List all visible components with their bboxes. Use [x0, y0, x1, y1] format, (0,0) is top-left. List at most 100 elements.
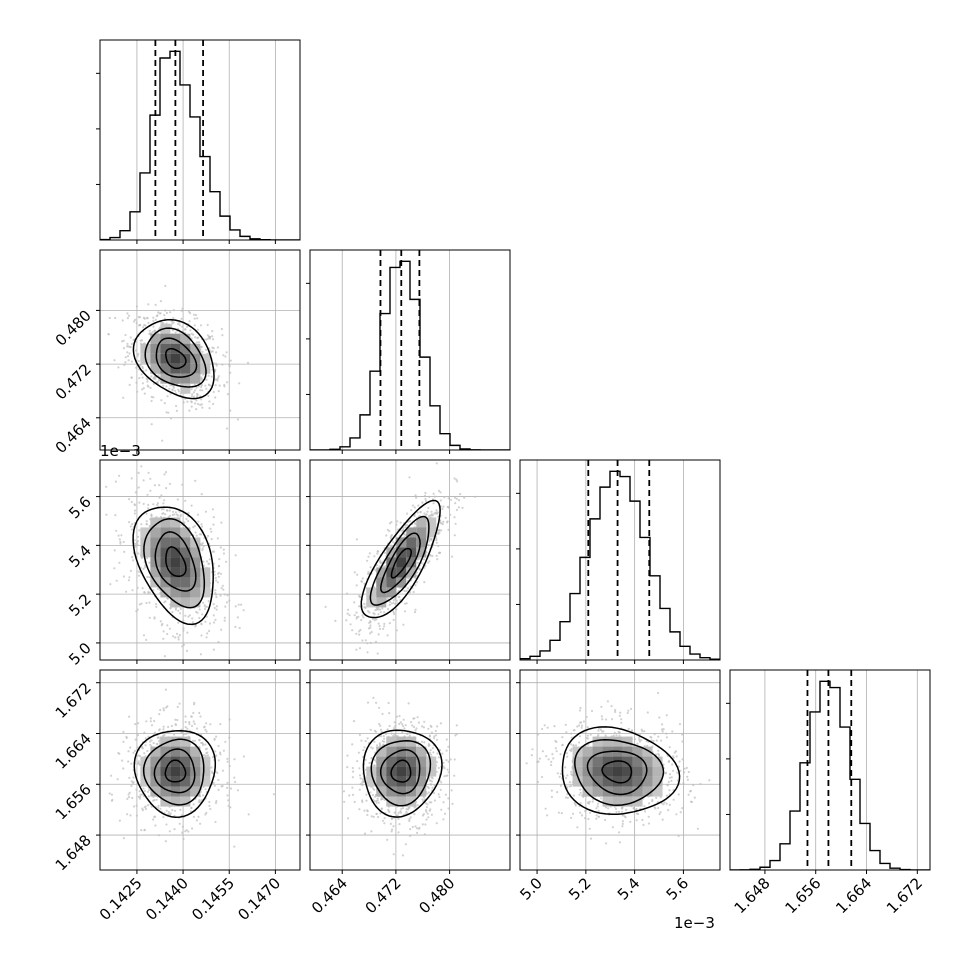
scatter-point [394, 597, 397, 600]
scatter-point [197, 815, 200, 818]
scatter-point [207, 562, 210, 565]
scatter-point [424, 499, 428, 502]
scatter-point [154, 378, 157, 381]
scatter-point [455, 478, 458, 481]
scatter-point [357, 751, 360, 754]
scatter-point [149, 720, 152, 723]
scatter-point [136, 734, 140, 737]
scatter-point [195, 386, 198, 389]
scatter-point [131, 796, 134, 800]
scatter-point [215, 608, 218, 611]
scatter-point [386, 528, 389, 532]
scatter-point [401, 723, 404, 726]
scatter-point [126, 342, 129, 345]
scatter-point [138, 754, 141, 758]
scatter-point [430, 513, 433, 516]
scatter-point [443, 775, 446, 778]
scatter-point [355, 617, 358, 620]
density-cell [170, 537, 181, 548]
scatter-point [214, 801, 218, 805]
scatter-point [188, 320, 191, 323]
scatter-point [147, 321, 150, 324]
scatter-point [353, 614, 356, 617]
scatter-point [388, 622, 391, 625]
scatter-point [201, 389, 204, 392]
y-tick-label: 1.664 [52, 730, 95, 773]
scatter-point [399, 810, 402, 813]
density-cell [366, 776, 377, 787]
scatter-point [177, 388, 180, 391]
scatter-point [192, 711, 195, 715]
scatter-point [400, 807, 403, 811]
scatter-point [375, 701, 378, 704]
scatter-point [589, 837, 593, 840]
scatter-point [427, 561, 430, 564]
scatter-point [389, 536, 392, 539]
scatter-point [394, 602, 397, 606]
scatter-point [377, 613, 380, 616]
scatter-point [395, 715, 398, 718]
scatter-point [218, 558, 221, 561]
contour-line [165, 546, 187, 577]
scatter-point [441, 507, 444, 510]
scatter-point [435, 462, 438, 465]
contour-line [155, 337, 198, 378]
scatter-point [189, 329, 192, 332]
scatter-point [223, 385, 226, 388]
scatter-point [215, 800, 218, 803]
scatter-point [229, 359, 232, 362]
scatter-point [136, 390, 139, 393]
scatter-point [144, 737, 147, 740]
scatter-point [238, 382, 241, 385]
scatter-point [215, 754, 218, 757]
density-cell [180, 736, 191, 747]
scatter-point [142, 387, 145, 390]
scatter-point [152, 319, 155, 322]
scatter-point [134, 738, 137, 741]
scatter-point [370, 830, 373, 833]
scatter-point [436, 752, 439, 755]
panel-2-2 [516, 459, 721, 664]
scatter-point [388, 724, 391, 728]
density-cell [416, 756, 427, 767]
scatter-point [389, 600, 392, 604]
scatter-point [432, 751, 435, 754]
scatter-point [415, 827, 419, 830]
scatter-point [201, 406, 204, 409]
scatter-point [405, 602, 408, 605]
scatter-point [156, 502, 159, 505]
scatter-point [383, 737, 386, 740]
density-cell [160, 353, 171, 364]
scatter-point [334, 619, 337, 623]
scatter-point [389, 545, 392, 548]
scatter-point [128, 715, 131, 718]
scatter-point [145, 638, 148, 642]
scatter-point [185, 517, 188, 521]
density-cell [170, 746, 181, 757]
scatter-point [214, 618, 217, 622]
scatter-point [215, 735, 218, 738]
scatter-point [423, 494, 426, 497]
scatter-point [206, 754, 210, 757]
scatter-point [137, 471, 140, 474]
scatter-point [157, 834, 160, 837]
scatter-point [122, 396, 125, 399]
histogram-step [100, 50, 300, 240]
scatter-point [215, 579, 218, 582]
scatter-point [355, 611, 358, 614]
scatter-point [215, 351, 218, 354]
scatter-point [236, 418, 240, 421]
scatter-point [168, 387, 171, 390]
scatter-point [456, 480, 459, 483]
scatter-point [453, 516, 456, 519]
scatter-point [351, 743, 354, 746]
density-cell [170, 756, 181, 767]
scatter-point [428, 540, 431, 543]
scatter-point [225, 560, 228, 563]
scatter-point [130, 784, 133, 788]
scatter-point [127, 750, 130, 753]
scatter-point [150, 514, 153, 517]
scatter-point [150, 399, 153, 403]
scatter-point [149, 386, 152, 389]
scatter-point [208, 400, 211, 403]
